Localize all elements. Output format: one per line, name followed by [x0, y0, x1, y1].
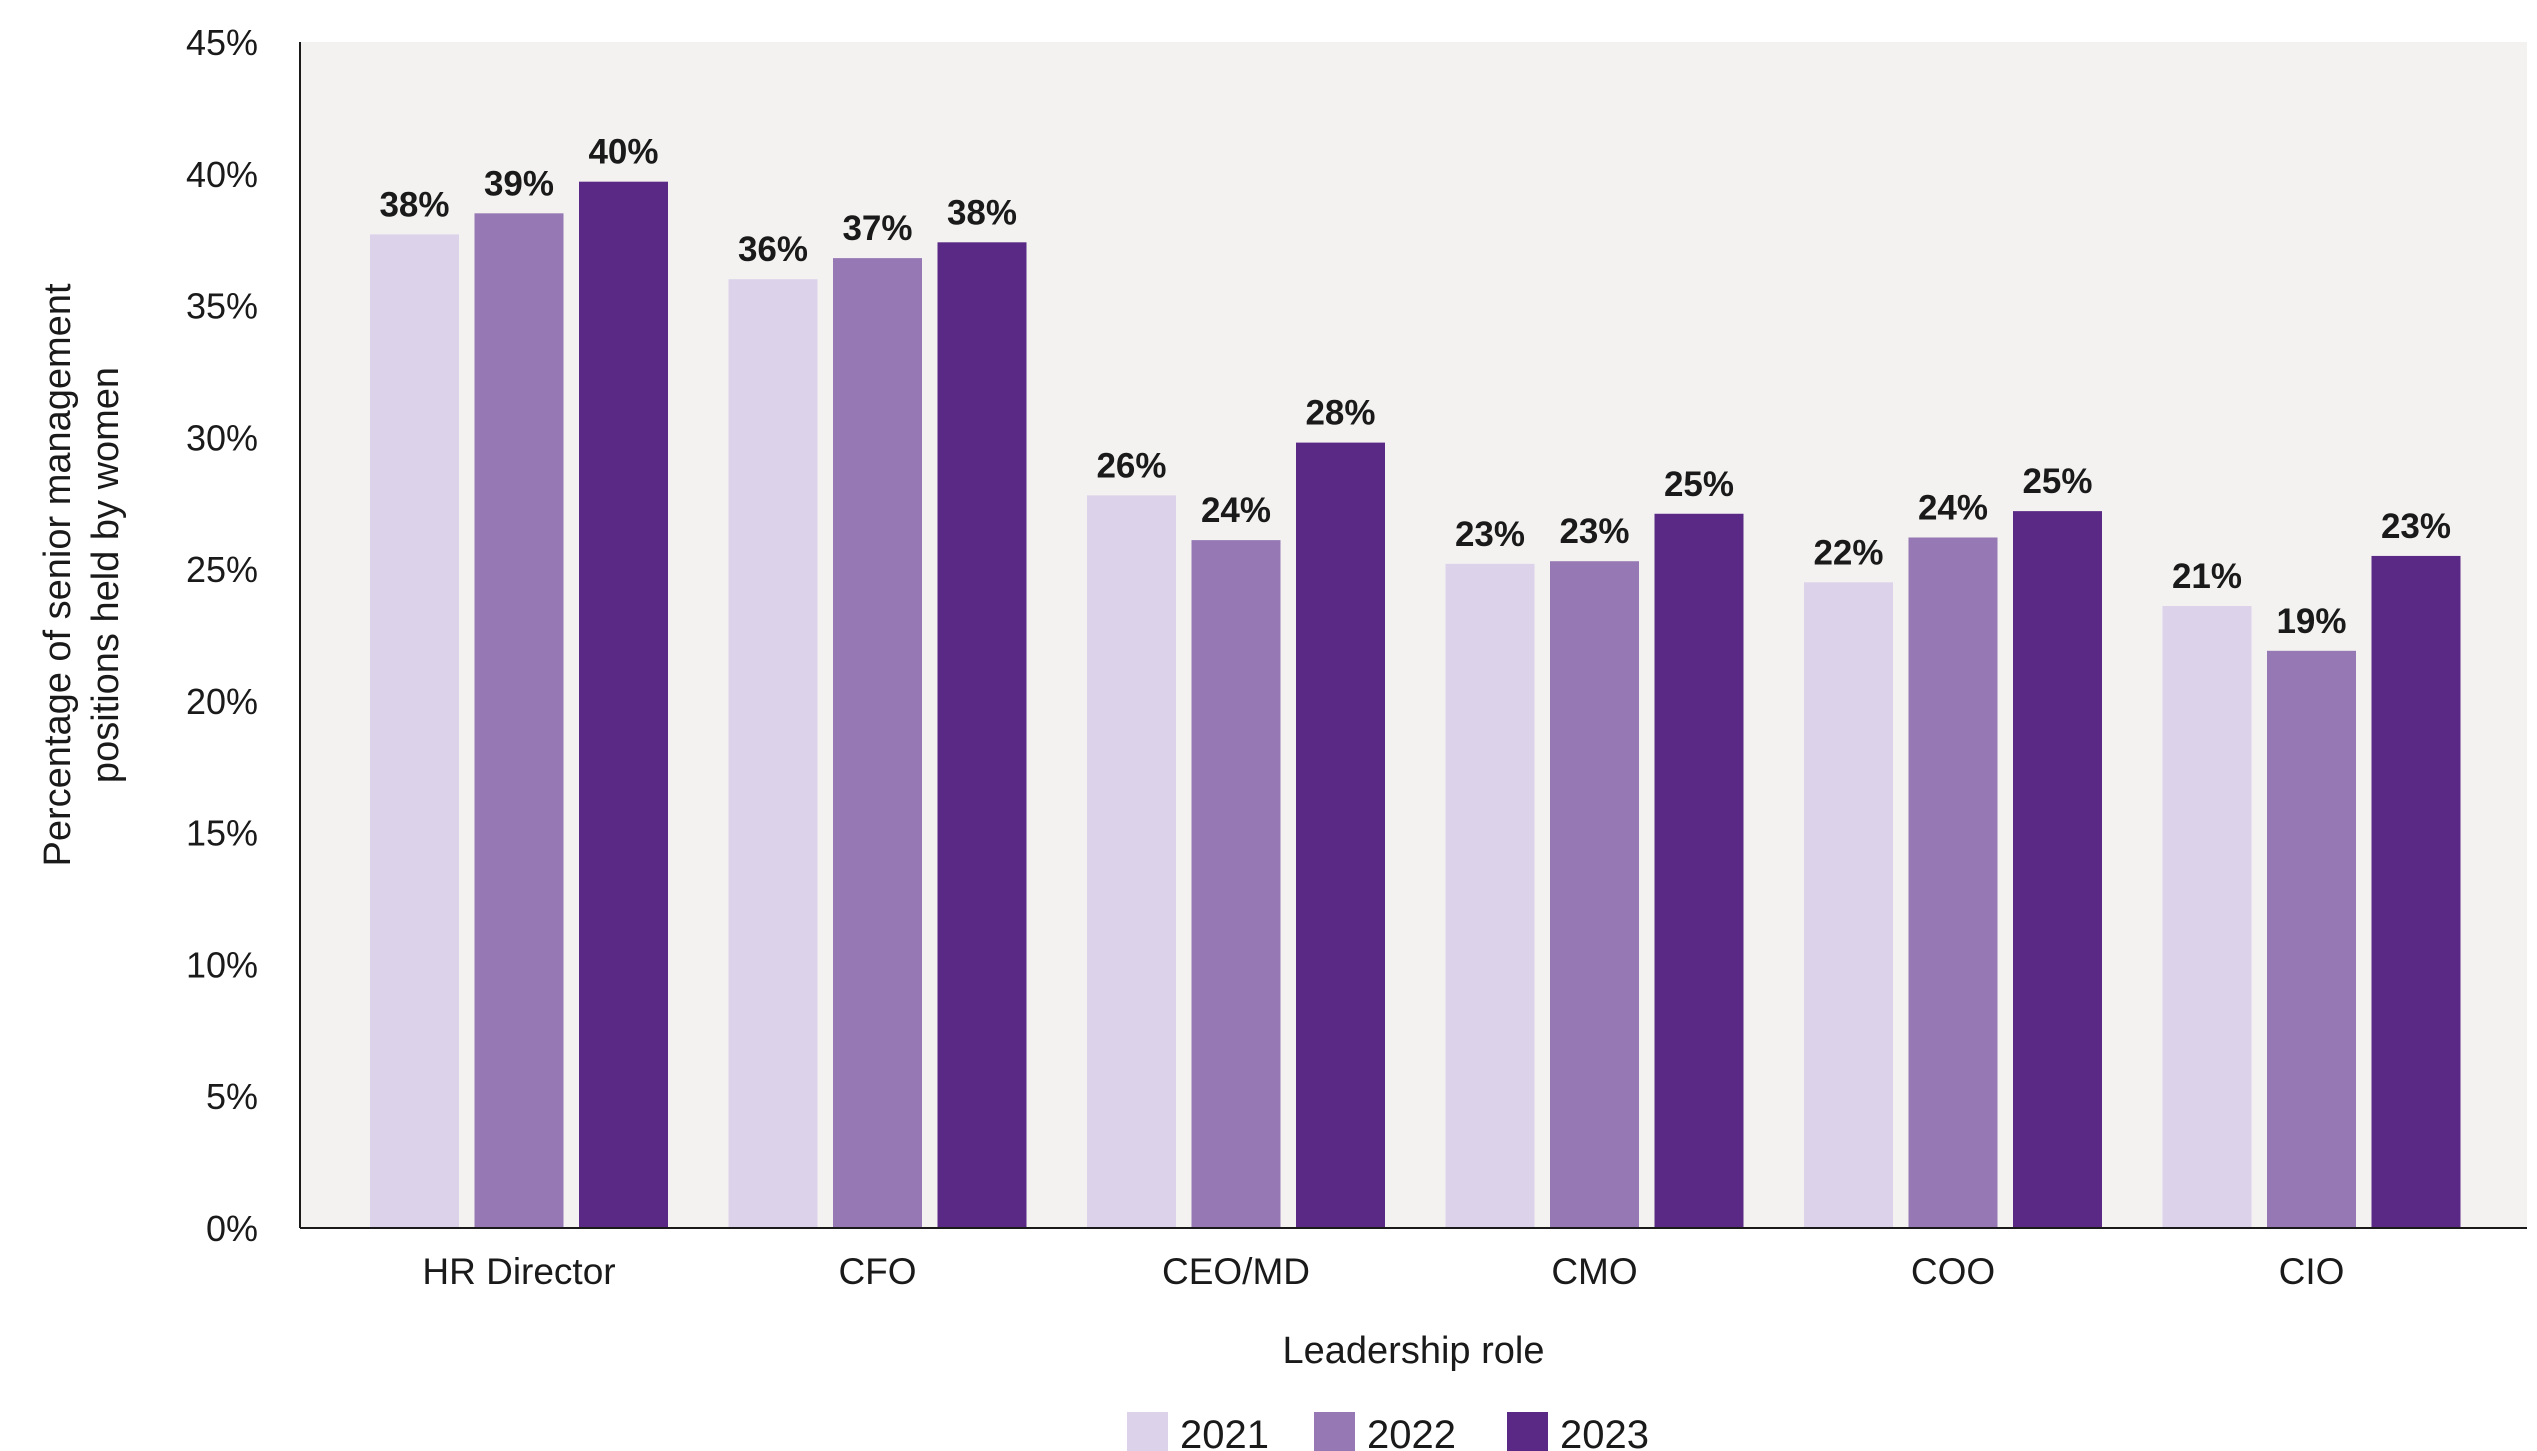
data-label: 23%: [2381, 507, 2451, 546]
y-tick-label: 25%: [186, 549, 258, 590]
x-tick-label: CMO: [1551, 1251, 1637, 1292]
bar-cio-2021: [2162, 606, 2252, 1228]
bar-hr-director-2023: [579, 181, 668, 1228]
y-tick-label: 35%: [186, 286, 258, 327]
x-tick-label: COO: [1911, 1251, 1995, 1292]
y-tick-label: 40%: [186, 154, 258, 195]
x-tick-label: CFO: [838, 1251, 916, 1292]
bar-hr-director-2022: [474, 213, 564, 1229]
legend-swatch: [1127, 1412, 1168, 1451]
x-tick-label: CEO/MD: [1162, 1251, 1310, 1292]
bar-cmo-2023: [1654, 513, 1744, 1228]
y-tick-label: 15%: [186, 813, 258, 854]
y-tick-label: 30%: [186, 417, 258, 458]
bar-coo-2023: [2013, 511, 2102, 1228]
legend-item-2022: 2022: [1314, 1412, 1456, 1451]
x-tick-label: CIO: [2279, 1251, 2345, 1292]
data-label: 36%: [738, 230, 808, 269]
legend-swatch: [1507, 1412, 1548, 1451]
bar-coo-2021: [1804, 582, 1893, 1228]
bar-hr-director-2021: [370, 234, 459, 1228]
data-label: 25%: [1664, 465, 1734, 504]
bar-cfo-2023: [937, 242, 1027, 1228]
y-axis-title: Percentage of senior management positions…: [37, 283, 127, 866]
bar-cio-2022: [2267, 650, 2356, 1228]
data-label: 28%: [1305, 394, 1375, 433]
data-label: 25%: [2022, 462, 2092, 501]
x-tick-label: HR Director: [422, 1251, 615, 1292]
data-label: 21%: [2172, 557, 2242, 596]
plot-area-background: [300, 42, 2527, 1228]
bar-coo-2022: [1908, 537, 1998, 1228]
data-label: 37%: [842, 209, 912, 248]
bars-layer: [370, 181, 2461, 1229]
y-tick-label: 45%: [186, 22, 258, 63]
data-label: 24%: [1201, 491, 1271, 530]
bar-ceo-md-2023: [1296, 442, 1385, 1228]
legend-label: 2023: [1560, 1413, 1649, 1451]
bar-cfo-2021: [728, 279, 818, 1228]
data-label: 23%: [1559, 512, 1629, 551]
data-labels-layer: 38% 39% 40% 36% 37% 38% 26% 24% 28% 23% 23% 25% 22% 2…: [379, 133, 2451, 641]
x-axis-title: Leadership role: [1283, 1330, 1545, 1372]
data-label: 39%: [484, 164, 554, 203]
bar-cfo-2022: [833, 258, 922, 1228]
data-label: 26%: [1096, 446, 1166, 485]
data-label: 23%: [1455, 515, 1525, 554]
y-tick-label: 20%: [186, 681, 258, 722]
y-tick-label: 10%: [186, 944, 258, 985]
data-label: 22%: [1813, 533, 1883, 572]
bar-ceo-md-2022: [1191, 540, 1281, 1228]
bar-cio-2023: [2371, 555, 2461, 1228]
axes-layer: HR Director CFO CEO/MD CMO COO CIO 0% 5% 10% 15% 2…: [37, 22, 2527, 1372]
data-label: 38%: [947, 193, 1017, 232]
legend-item-2023: 2023: [1507, 1412, 1649, 1451]
legend: 2021 2022 2023: [1127, 1412, 1649, 1451]
bar-ceo-md-2021: [1087, 495, 1176, 1228]
y-tick-label: 5%: [206, 1076, 258, 1117]
data-label: 19%: [2276, 602, 2346, 641]
y-tick-label: 0%: [206, 1208, 258, 1249]
bar-cmo-2021: [1445, 563, 1535, 1228]
data-label: 38%: [379, 185, 449, 224]
legend-item-2021: 2021: [1127, 1412, 1269, 1451]
data-label: 40%: [588, 133, 658, 172]
bar-cmo-2022: [1550, 561, 1639, 1228]
data-label: 24%: [1918, 488, 1988, 527]
legend-label: 2022: [1367, 1413, 1456, 1451]
legend-label: 2021: [1180, 1413, 1269, 1451]
legend-swatch: [1314, 1412, 1355, 1451]
